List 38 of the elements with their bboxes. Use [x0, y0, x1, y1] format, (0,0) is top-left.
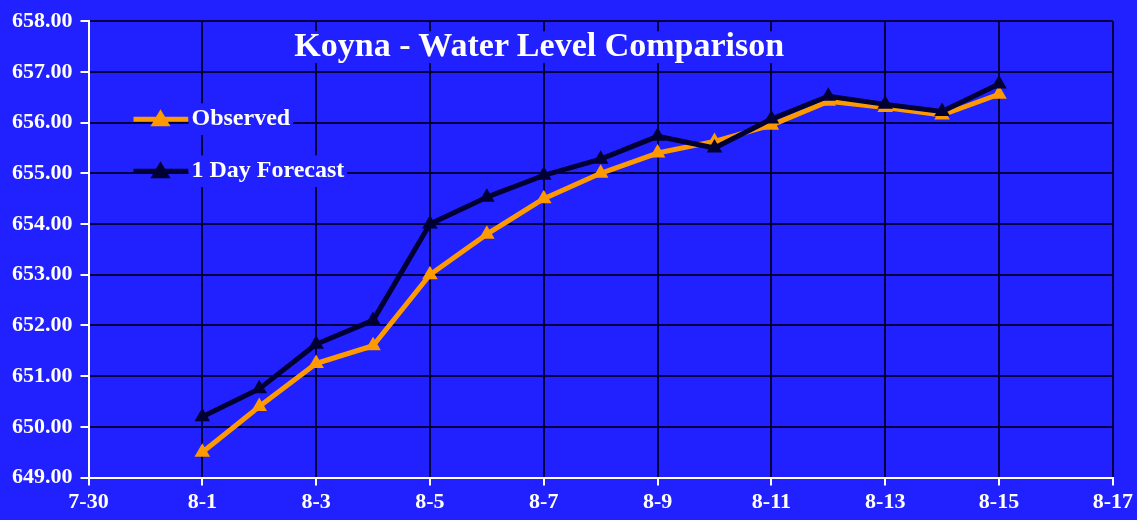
x-tick-label: 8-15 — [978, 488, 1020, 514]
x-tick-label: 8-7 — [529, 488, 559, 514]
y-tick-label: 658.00 — [12, 6, 73, 32]
point — [592, 150, 609, 164]
point — [649, 144, 666, 158]
y-tick-label: 656.00 — [12, 108, 73, 134]
legend-label: 1 Day Forecast — [191, 156, 345, 183]
x-tick-label: 8-17 — [1092, 488, 1133, 514]
point — [308, 335, 324, 349]
legend-label: Observed — [191, 104, 291, 131]
x-tick-label: 7-30 — [68, 488, 109, 514]
point — [365, 336, 381, 351]
chart-title: Koyna - Water Level Comparison — [294, 25, 785, 63]
x-tick-label: 8-9 — [642, 488, 673, 514]
y-tick-label: 649.00 — [12, 463, 73, 489]
y-tick-label: 650.00 — [12, 412, 73, 438]
point — [251, 397, 268, 412]
y-tick-label: 655.00 — [12, 159, 73, 185]
x-tick-label: 8-11 — [751, 488, 791, 514]
y-tick-label: 652.00 — [12, 311, 73, 337]
x-tick-label: 8-13 — [865, 488, 906, 514]
point — [308, 354, 324, 368]
point — [479, 225, 495, 239]
point — [194, 407, 211, 422]
y-tick-label: 654.00 — [12, 209, 73, 235]
x-tick-label: 8-1 — [187, 488, 217, 514]
point — [422, 265, 438, 280]
point — [706, 138, 723, 153]
x-tick-label: 8-3 — [301, 488, 331, 514]
point — [991, 75, 1007, 89]
point — [194, 443, 211, 457]
point — [422, 215, 438, 229]
x-tick-label: 8-5 — [415, 488, 445, 514]
y-tick-label: 651.00 — [12, 361, 73, 387]
y-tick-label: 653.00 — [12, 260, 73, 286]
y-tick-label: 657.00 — [12, 57, 73, 83]
point — [479, 188, 495, 202]
point — [934, 102, 950, 116]
